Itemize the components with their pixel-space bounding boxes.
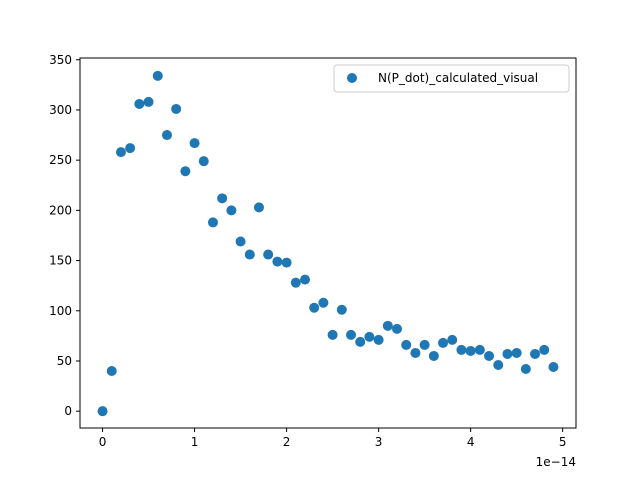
y-tick-label: 200: [49, 203, 72, 217]
data-point: [428, 350, 439, 361]
data-point: [401, 339, 412, 350]
data-point: [171, 103, 182, 114]
data-point: [539, 344, 550, 355]
legend-box: [333, 64, 570, 93]
data-point: [410, 347, 421, 358]
data-point: [244, 249, 255, 260]
plot-area-frame: [79, 57, 577, 429]
data-point: [355, 336, 366, 347]
y-tick-label: 250: [49, 153, 72, 167]
data-point: [419, 339, 430, 350]
data-point: [226, 205, 237, 216]
data-point: [318, 297, 329, 308]
data-point: [309, 302, 320, 313]
data-point: [217, 193, 228, 204]
y-tick-label: 350: [49, 53, 72, 67]
x-tick-label: 5: [559, 435, 567, 449]
x-tick-label: 2: [283, 435, 291, 449]
data-point: [161, 130, 172, 141]
data-point: [548, 362, 559, 372]
data-point: [520, 364, 531, 375]
data-point: [97, 406, 108, 417]
data-point: [465, 345, 476, 356]
legend-label: N(P_dot)_calculated_visual: [378, 71, 538, 85]
data-point: [530, 348, 541, 359]
y-tick-label: 100: [49, 304, 72, 318]
data-point: [189, 138, 200, 149]
data-point: [235, 236, 246, 247]
data-point: [134, 98, 145, 109]
data-point: [281, 257, 292, 268]
data-point: [493, 359, 504, 370]
y-tick-label: 150: [49, 254, 72, 268]
y-tick-label: 50: [57, 354, 72, 368]
data-point: [373, 334, 384, 345]
data-point: [364, 331, 375, 342]
data-point: [272, 256, 283, 267]
data-point: [438, 337, 449, 348]
data-point: [502, 348, 513, 359]
data-point: [336, 304, 347, 315]
data-point: [456, 344, 467, 355]
data-point: [152, 70, 163, 81]
data-point: [143, 96, 154, 107]
x-tick-label: 3: [375, 435, 383, 449]
data-point: [106, 366, 117, 377]
data-point: [253, 202, 264, 213]
data-point: [125, 143, 136, 154]
data-point: [299, 274, 310, 285]
data-point: [447, 334, 458, 345]
data-point: [474, 344, 485, 355]
data-point: [382, 320, 393, 331]
data-point: [207, 217, 218, 228]
x-axis-offset-label: 1e−14: [536, 455, 576, 469]
data-point: [290, 277, 301, 288]
x-tick-label: 4: [467, 435, 475, 449]
data-point: [180, 166, 191, 177]
data-point: [198, 156, 209, 167]
data-point: [115, 147, 126, 158]
x-axis-ticks: 0 1 2 3 4 5: [99, 428, 567, 449]
x-tick-label: 1: [191, 435, 199, 449]
data-point: [511, 347, 522, 358]
y-tick-label: 300: [49, 103, 72, 117]
data-point: [346, 329, 357, 340]
data-point: [392, 323, 403, 334]
data-point: [484, 350, 495, 361]
data-point: [263, 249, 274, 260]
y-tick-label: 0: [64, 404, 72, 418]
legend-marker: [347, 73, 357, 83]
x-tick-label: 0: [99, 435, 107, 449]
legend: N(P_dot)_calculated_visual: [333, 64, 570, 93]
data-points: [97, 70, 559, 417]
y-axis-ticks: 0 50 100 150 200 250 300 350: [49, 53, 80, 418]
data-point: [327, 329, 338, 340]
